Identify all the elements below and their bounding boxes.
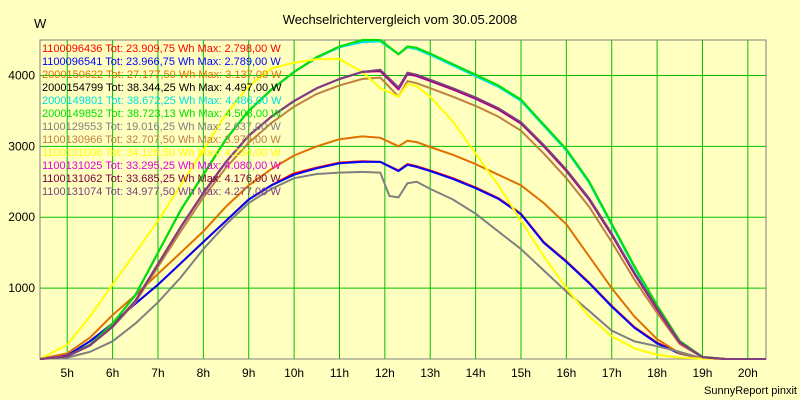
x-tick-label: 15h bbox=[511, 366, 531, 380]
x-tick-label: 11h bbox=[330, 366, 349, 380]
legend: 1100096436 Tot: 23.909,75 Wh Max: 2.798,… bbox=[42, 43, 282, 198]
legend-entry: 1100129553 Tot: 19.016,25 Wh Max: 2.637,… bbox=[42, 121, 281, 133]
x-axis-ticks: 5h 6h 7h 8h 9h 10h 11h 12h 13h 14h 15h 16h 17h 18h 19h… bbox=[61, 366, 758, 380]
credit-label: SunnyReport pinxit bbox=[704, 385, 797, 397]
legend-entry: 1100131025 Tot: 33.295,25 Wh Max: 4.080,… bbox=[42, 160, 281, 172]
legend-entry: 1100131062 Tot: 33.685,25 Wh Max: 4.176,… bbox=[42, 173, 281, 185]
series-line-1100129553 bbox=[39, 170, 766, 360]
series-lines bbox=[39, 39, 766, 360]
x-tick-label: 6h bbox=[106, 366, 119, 380]
y-tick-label: 4000 bbox=[8, 68, 35, 82]
x-tick-label: 5h bbox=[61, 366, 74, 380]
x-tick-label: 16h bbox=[556, 366, 576, 380]
series-line-1100130966 bbox=[39, 76, 766, 360]
y-axis-ticks: 1000 2000 3000 4000 bbox=[8, 68, 35, 295]
series-line-2000149852 bbox=[39, 39, 766, 360]
y-tick-label: 2000 bbox=[8, 210, 35, 224]
chart-title: Wechselrichtervergleich vom 30.05.2008 bbox=[283, 12, 518, 27]
legend-entry: 1100130966 Tot: 32.707,50 Wh Max: 3.979,… bbox=[42, 134, 281, 146]
series-line-1100131074 bbox=[39, 68, 766, 360]
x-tick-label: 10h bbox=[284, 366, 304, 380]
legend-entry: 2000149852 Tot: 38.723,13 Wh Max: 4.508,… bbox=[42, 108, 282, 120]
x-tick-label: 8h bbox=[197, 366, 210, 380]
legend-entry: 2000150622 Tot: 27.177,50 Wh Max: 3.137,… bbox=[42, 69, 282, 81]
x-tick-label: 18h bbox=[647, 366, 667, 380]
legend-entry: 1100096436 Tot: 23.909,75 Wh Max: 2.798,… bbox=[42, 43, 281, 55]
x-tick-label: 9h bbox=[242, 366, 255, 380]
legend-entry: 1100096541 Tot: 23.966,75 Wh Max: 2.789,… bbox=[42, 56, 281, 68]
series-line-1100131006 bbox=[39, 58, 766, 360]
y-axis-unit-label: W bbox=[34, 16, 47, 31]
legend-entry: 2000154799 Tot: 38.344,25 Wh Max: 4.497,… bbox=[42, 82, 282, 94]
legend-entry: 2000149801 Tot: 38.672,25 Wh Max: 4.486,… bbox=[42, 95, 282, 107]
x-tick-label: 12h bbox=[375, 366, 395, 380]
legend-entry: 1100131074 Tot: 34.977,50 Wh Max: 4.277,… bbox=[42, 186, 281, 198]
x-tick-label: 20h bbox=[738, 366, 758, 380]
x-tick-label: 7h bbox=[151, 366, 164, 380]
series-line-1100096541 bbox=[39, 160, 766, 360]
x-tick-label: 19h bbox=[692, 366, 712, 380]
plot-frame bbox=[39, 39, 767, 360]
x-tick-label: 13h bbox=[420, 366, 440, 380]
x-tick-label: 14h bbox=[466, 366, 486, 380]
y-tick-label: 3000 bbox=[8, 139, 35, 153]
x-tick-label: 17h bbox=[602, 366, 622, 380]
series-line-2000150622 bbox=[39, 135, 766, 360]
y-tick-label: 1000 bbox=[8, 281, 35, 295]
legend-entry: 1100131006 Tot: 34.126,50 Wh Max: 4.234,… bbox=[42, 147, 281, 159]
